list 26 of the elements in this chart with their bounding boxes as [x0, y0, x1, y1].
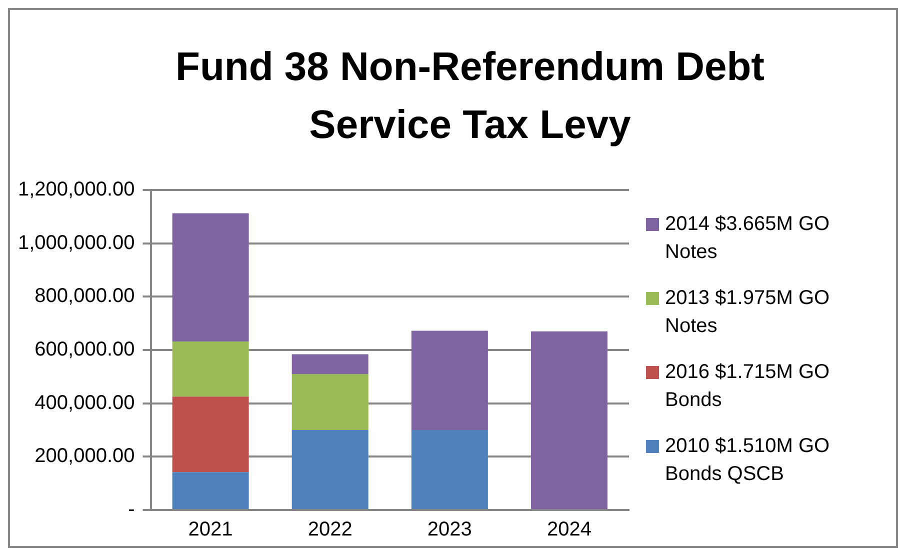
- y-tick-label: -: [128, 498, 135, 521]
- bar: [172, 472, 249, 509]
- chart-title: Fund 38 Non-Referendum Debt Service Tax Levy: [174, 44, 766, 149]
- bar: [411, 330, 488, 430]
- y-tick-label: 400,000.00: [34, 392, 135, 414]
- y-tick-label: 600,000.00: [34, 338, 135, 361]
- y-tick-label: 1,200,000.00: [18, 178, 135, 201]
- bar: [172, 396, 249, 472]
- x-tick-label: 2022: [308, 518, 352, 541]
- x-tick-label: 2024: [546, 518, 592, 541]
- bar: [172, 213, 249, 342]
- legend-label: 2016 $1.715M GO Bonds: [665, 360, 831, 413]
- bar: [411, 430, 488, 509]
- bar: [292, 374, 368, 430]
- y-tick-label: 1,000,000.00: [18, 232, 135, 254]
- x-tick-label: 2023: [427, 518, 472, 541]
- legend-label: 2010 $1.510M GO Bonds QSCB: [665, 434, 831, 487]
- bar: [292, 430, 368, 509]
- x-tick-label: 2021: [188, 518, 233, 541]
- y-tick-label: 800,000.00: [34, 285, 135, 308]
- bar: [172, 341, 249, 397]
- legend-label: 2013 $1.975M GO Notes: [665, 286, 831, 339]
- legend-label: 2014 $3.665M GO Notes: [665, 212, 831, 265]
- bar: [530, 331, 608, 509]
- bar: [292, 354, 368, 374]
- y-tick-label: 200,000.00: [34, 445, 135, 468]
